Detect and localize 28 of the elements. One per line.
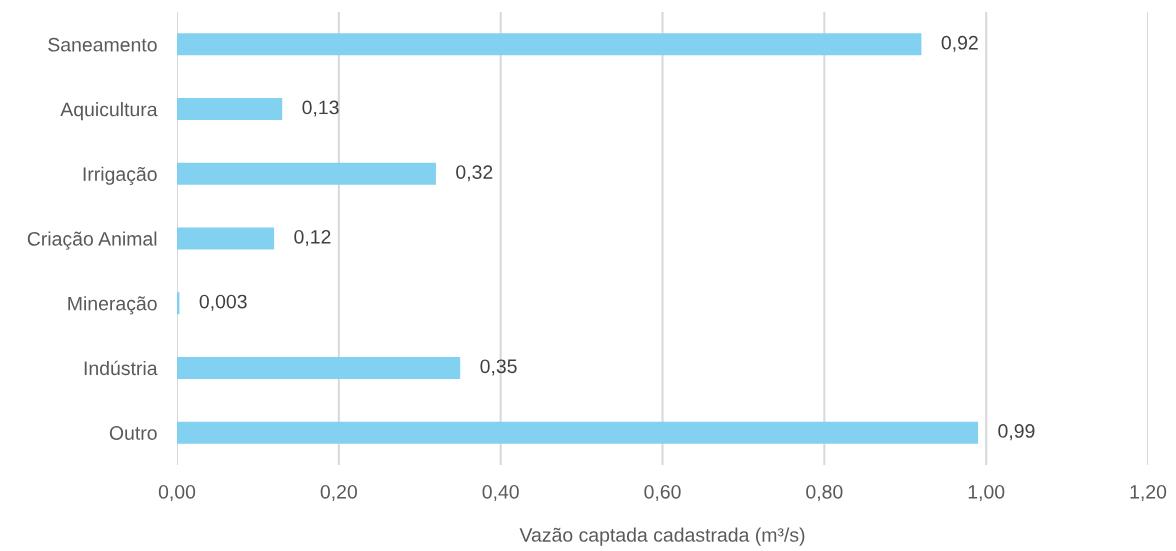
bar: [177, 227, 275, 250]
x-tick-label: 1,00: [968, 484, 1005, 502]
data-label: 0,12: [294, 229, 331, 247]
data-label: 0,92: [941, 35, 978, 52]
y-tick-label: Outro: [109, 426, 157, 440]
x-tick-label: 0,80: [806, 484, 843, 502]
x-tick-label: 0,00: [158, 484, 196, 502]
bar: [177, 356, 461, 379]
x-tick-label: 1,20: [1130, 484, 1167, 502]
y-tick-label: Criação Animal: [27, 231, 157, 250]
y-tick-label: Saneamento: [48, 37, 157, 52]
y-tick-label: Mineração: [68, 296, 157, 315]
data-label: 0,32: [456, 165, 493, 182]
y-tick-label: Irrigação: [83, 166, 157, 185]
bar: [177, 162, 436, 185]
y-tick-label: Aquicultura: [60, 102, 158, 121]
bar: [177, 33, 922, 56]
x-tick-label: 0,20: [320, 484, 357, 502]
bar: [177, 421, 979, 444]
y-tick-label: Indústria: [84, 360, 158, 376]
data-label: 0,35: [480, 359, 517, 376]
data-label: 0,13: [302, 100, 339, 117]
x-tick-label: 0,60: [644, 484, 681, 502]
data-label: 0,99: [998, 424, 1035, 441]
bar: [177, 98, 283, 121]
data-label: 0,003: [199, 294, 247, 311]
x-axis-title: Vazão captada cadastrada (m³/s): [519, 527, 805, 546]
x-tick-label: 0,40: [482, 484, 519, 502]
